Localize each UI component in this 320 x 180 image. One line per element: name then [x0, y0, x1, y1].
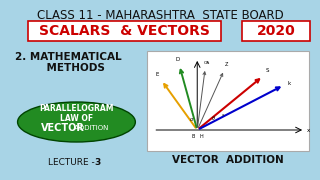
Text: LAW OF: LAW OF [60, 114, 93, 123]
Text: METHODS: METHODS [32, 63, 105, 73]
Text: ADDITION: ADDITION [72, 125, 108, 131]
Text: S: S [266, 68, 270, 73]
Text: $\alpha$: $\alpha$ [189, 116, 194, 123]
Text: VECTOR: VECTOR [41, 123, 84, 133]
Text: k: k [287, 80, 290, 86]
Text: CLASS 11 - MAHARASHTRA  STATE BOARD: CLASS 11 - MAHARASHTRA STATE BOARD [37, 9, 284, 22]
Text: LECTURE -: LECTURE - [48, 158, 97, 167]
Text: PARALLELOGRAM: PARALLELOGRAM [39, 103, 114, 112]
Text: VECTOR  ADDITION: VECTOR ADDITION [172, 155, 284, 165]
Text: E: E [156, 72, 159, 77]
FancyBboxPatch shape [28, 21, 221, 41]
Text: x: x [222, 113, 225, 117]
Text: x: x [307, 129, 310, 134]
Text: 2020: 2020 [257, 24, 295, 38]
FancyBboxPatch shape [147, 51, 309, 151]
Text: H: H [199, 134, 203, 139]
Text: B: B [192, 134, 195, 139]
Text: D: D [175, 57, 180, 62]
Ellipse shape [18, 102, 135, 142]
FancyBboxPatch shape [242, 21, 310, 41]
Text: SCALARS  & VECTORS: SCALARS & VECTORS [39, 24, 210, 38]
Text: 3: 3 [94, 158, 100, 167]
Text: Z: Z [225, 62, 228, 67]
Text: OA: OA [204, 61, 211, 65]
Text: 2. MATHEMATICAL: 2. MATHEMATICAL [15, 52, 122, 62]
Text: $\theta$: $\theta$ [211, 114, 216, 122]
